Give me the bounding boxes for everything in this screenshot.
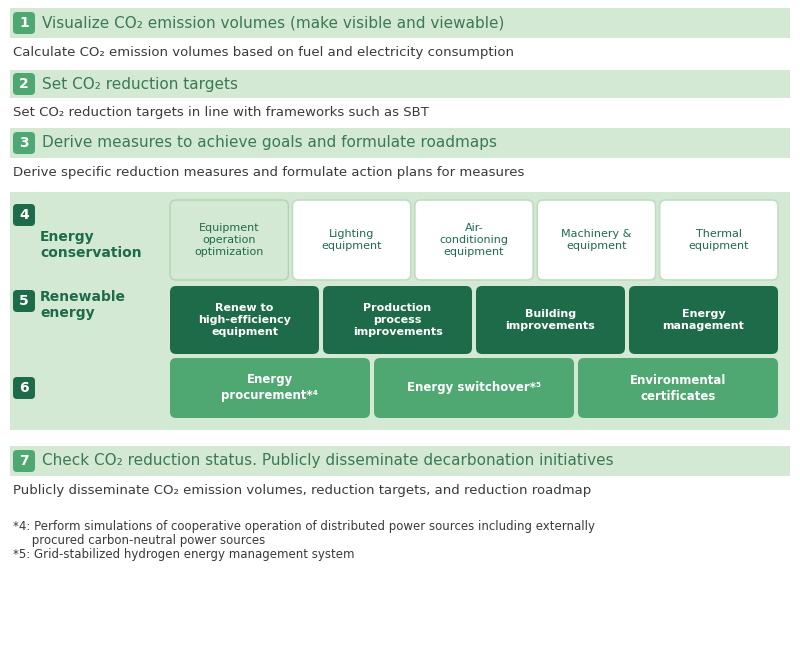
Text: Air-
conditioning
equipment: Air- conditioning equipment <box>439 223 509 257</box>
Text: 2: 2 <box>19 77 29 91</box>
Text: Machinery &
equipment: Machinery & equipment <box>562 229 631 251</box>
FancyBboxPatch shape <box>13 12 35 34</box>
FancyBboxPatch shape <box>293 200 411 280</box>
FancyBboxPatch shape <box>415 200 534 280</box>
Text: Energy switchover*⁵: Energy switchover*⁵ <box>407 381 541 395</box>
FancyBboxPatch shape <box>10 128 790 158</box>
Text: 5: 5 <box>19 294 29 308</box>
FancyBboxPatch shape <box>13 132 35 154</box>
FancyBboxPatch shape <box>629 286 778 354</box>
Text: *5: Grid-stabilized hydrogen energy management system: *5: Grid-stabilized hydrogen energy mana… <box>13 548 354 561</box>
Text: procured carbon-neutral power sources: procured carbon-neutral power sources <box>13 534 266 547</box>
FancyBboxPatch shape <box>10 446 790 476</box>
Text: Environmental
certificates: Environmental certificates <box>630 374 726 402</box>
FancyBboxPatch shape <box>13 290 35 312</box>
FancyBboxPatch shape <box>476 286 625 354</box>
Text: Publicly disseminate CO₂ emission volumes, reduction targets, and reduction road: Publicly disseminate CO₂ emission volume… <box>13 484 591 497</box>
Text: Check CO₂ reduction status. Publicly disseminate decarbonation initiatives: Check CO₂ reduction status. Publicly dis… <box>42 454 614 469</box>
Text: 7: 7 <box>19 454 29 468</box>
Text: Energy
management: Energy management <box>662 309 745 331</box>
Text: Set CO₂ reduction targets: Set CO₂ reduction targets <box>42 77 238 92</box>
Text: 1: 1 <box>19 16 29 30</box>
Text: 4: 4 <box>19 208 29 222</box>
FancyBboxPatch shape <box>659 200 778 280</box>
FancyBboxPatch shape <box>538 200 656 280</box>
FancyBboxPatch shape <box>13 450 35 472</box>
Text: Calculate CO₂ emission volumes based on fuel and electricity consumption: Calculate CO₂ emission volumes based on … <box>13 46 514 59</box>
Text: Renewable
energy: Renewable energy <box>40 290 126 320</box>
Text: 3: 3 <box>19 136 29 150</box>
Text: Lighting
equipment: Lighting equipment <box>322 229 382 251</box>
Text: 6: 6 <box>19 381 29 395</box>
Text: Equipment
operation
optimization: Equipment operation optimization <box>194 223 264 257</box>
FancyBboxPatch shape <box>323 286 472 354</box>
FancyBboxPatch shape <box>170 200 288 280</box>
Text: Thermal
equipment: Thermal equipment <box>689 229 749 251</box>
Text: Energy
procurement*⁴: Energy procurement*⁴ <box>222 374 318 402</box>
Text: Set CO₂ reduction targets in line with frameworks such as SBT: Set CO₂ reduction targets in line with f… <box>13 106 429 119</box>
Text: Energy
conservation: Energy conservation <box>40 230 142 260</box>
Text: *4: Perform simulations of cooperative operation of distributed power sources in: *4: Perform simulations of cooperative o… <box>13 520 595 533</box>
FancyBboxPatch shape <box>10 192 790 430</box>
FancyBboxPatch shape <box>13 73 35 95</box>
FancyBboxPatch shape <box>13 377 35 399</box>
FancyBboxPatch shape <box>170 358 370 418</box>
FancyBboxPatch shape <box>578 358 778 418</box>
FancyBboxPatch shape <box>10 70 790 98</box>
FancyBboxPatch shape <box>170 286 319 354</box>
Text: Renew to
high-efficiency
equipment: Renew to high-efficiency equipment <box>198 303 291 337</box>
FancyBboxPatch shape <box>13 204 35 226</box>
Text: Production
process
improvements: Production process improvements <box>353 303 442 337</box>
Text: Derive measures to achieve goals and formulate roadmaps: Derive measures to achieve goals and for… <box>42 135 497 150</box>
FancyBboxPatch shape <box>10 8 790 38</box>
Text: Derive specific reduction measures and formulate action plans for measures: Derive specific reduction measures and f… <box>13 166 524 179</box>
Text: Visualize CO₂ emission volumes (make visible and viewable): Visualize CO₂ emission volumes (make vis… <box>42 16 504 31</box>
Text: Building
improvements: Building improvements <box>506 309 595 331</box>
FancyBboxPatch shape <box>374 358 574 418</box>
